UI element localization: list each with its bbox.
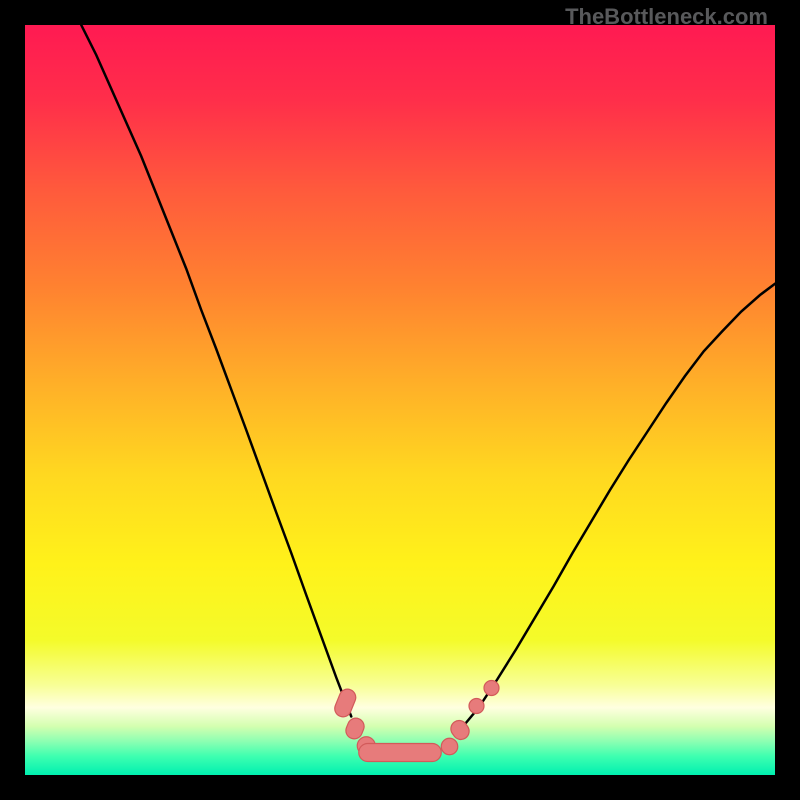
marker-circle	[469, 699, 484, 714]
chart-container: TheBottleneck.com	[0, 0, 800, 800]
marker-circle	[441, 738, 458, 755]
marker-group	[332, 681, 499, 762]
marker-capsule	[359, 744, 442, 762]
marker-capsule	[332, 687, 358, 720]
curve-layer	[0, 0, 800, 800]
marker-circle	[484, 681, 499, 696]
watermark-text: TheBottleneck.com	[565, 4, 768, 30]
right-curve	[464, 284, 775, 726]
left-curve	[81, 25, 351, 717]
